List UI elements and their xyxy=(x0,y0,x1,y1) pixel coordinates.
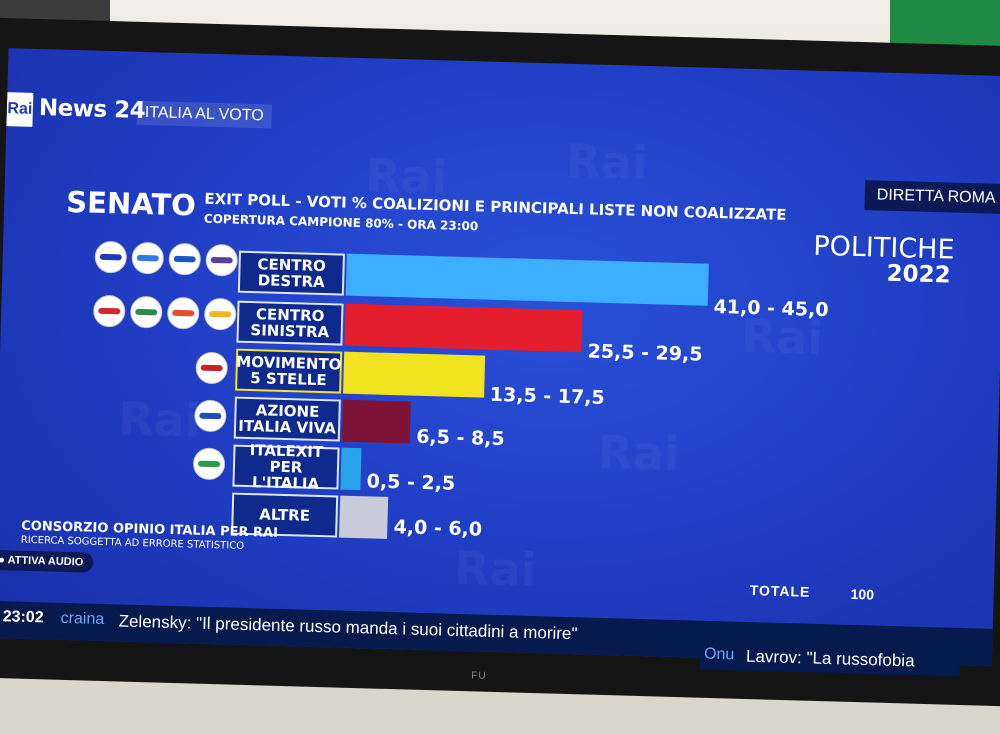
bar-m5s xyxy=(343,351,485,398)
bar-centro-destra xyxy=(345,253,709,306)
watermark: Rai xyxy=(565,134,649,190)
rai-logo: Rai xyxy=(6,92,34,127)
label-centro-destra: CENTRO DESTRA xyxy=(237,250,345,296)
party-logo-icon xyxy=(129,295,163,329)
label-m5s: MOVIMENTO 5 STELLE xyxy=(235,348,343,394)
bar-azione xyxy=(341,399,412,444)
brand-title: POLITICHE xyxy=(812,230,955,266)
chart-subtitle-2: COPERTURA CAMPIONE 80% - ORA 23:00 xyxy=(203,211,479,234)
value-m5s: 13,5 - 17,5 xyxy=(489,383,605,409)
ticker-time: 23:02 xyxy=(2,608,44,627)
party-logo-icon xyxy=(166,296,200,330)
live-badge: DIRETTA ROMA xyxy=(864,180,1000,215)
logos-italexit xyxy=(192,447,226,481)
brand-year: 2022 xyxy=(886,260,951,289)
logos-m5s xyxy=(195,351,229,385)
bar-centro-sinistra xyxy=(344,303,583,353)
value-centro-destra: 41,0 - 45,0 xyxy=(713,295,829,322)
channel-name: News 24 xyxy=(38,95,146,124)
ticker-headline: Zelensky: "Il presidente russo manda i s… xyxy=(118,611,578,644)
ticker-source: craina xyxy=(60,609,105,629)
total-label: TOTALE xyxy=(749,582,811,600)
party-logo-icon xyxy=(94,240,128,274)
tv-screen: Rai Rai Rai Rai Rai Rai Rai News 24 ITAL… xyxy=(0,48,1000,666)
label-centro-sinistra: CENTRO SINISTRA xyxy=(236,300,344,346)
party-logo-icon xyxy=(192,447,226,481)
watermark: Rai xyxy=(597,425,681,481)
value-italexit: 0,5 - 2,5 xyxy=(366,470,456,495)
label-azione: AZIONE ITALIA VIVA xyxy=(233,396,341,442)
television: Rai Rai Rai Rai Rai Rai Rai News 24 ITAL… xyxy=(0,17,1000,707)
party-logo-icon xyxy=(92,294,126,328)
party-logo-icon xyxy=(203,297,237,331)
logos-centro-sinistra xyxy=(92,294,237,331)
bar-italexit xyxy=(340,447,362,491)
watermark: Rai xyxy=(118,391,202,447)
party-logo-icon xyxy=(131,241,165,275)
party-logo-icon xyxy=(193,399,227,433)
bar-chart: CENTRO DESTRA 41,0 - 45,0 CENTRO SINISTRA … xyxy=(9,48,1000,541)
value-altre: 4,0 - 6,0 xyxy=(393,516,483,541)
party-logo-icon xyxy=(195,351,229,385)
party-logo-icon xyxy=(205,243,239,277)
program-title: ITALIA AL VOTO xyxy=(136,100,272,129)
value-azione: 6,5 - 8,5 xyxy=(415,425,505,451)
audio-button[interactable]: ● ATTIVA AUDIO xyxy=(0,549,94,573)
ticker-headline-2: Lavrov: "La russofobia xyxy=(745,646,915,671)
bar-altre xyxy=(339,495,389,539)
chart-title: SENATO xyxy=(65,184,197,223)
ticker-source-2b: Onu xyxy=(703,645,735,664)
watermark: Rai xyxy=(453,541,537,597)
total-value: 100 xyxy=(850,585,875,603)
logos-centro-destra xyxy=(94,240,239,277)
value-centro-sinistra: 25,5 - 29,5 xyxy=(587,340,703,366)
party-logo-icon xyxy=(168,242,202,276)
logos-azione xyxy=(193,399,227,433)
tv-brand-logo: FU xyxy=(471,670,487,682)
label-italexit: ITALEXIT PER L'ITALIA xyxy=(232,441,340,493)
